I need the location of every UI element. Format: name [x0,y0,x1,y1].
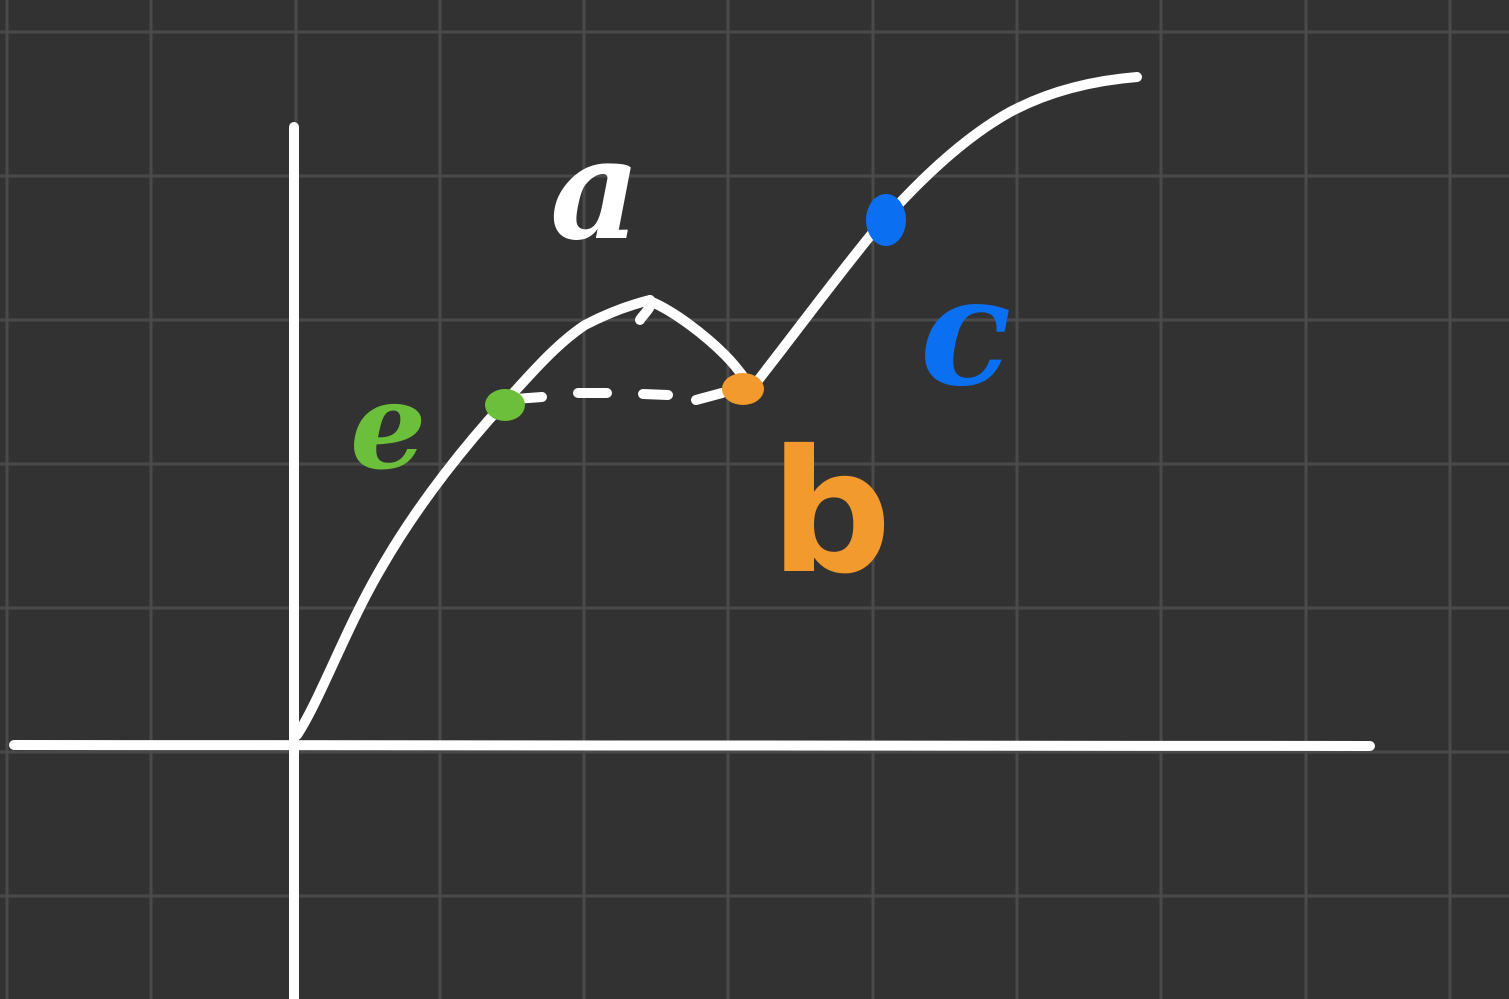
dash-segment [638,389,673,400]
label-c: c [920,244,1011,420]
x-axis [9,740,1375,751]
curve [292,295,655,740]
label-a: a [550,108,641,272]
label-e: e [350,356,426,497]
point-c [866,194,906,246]
label-b: b [770,414,892,612]
point-b [722,373,764,405]
point-e [485,389,525,421]
dash-segment [691,388,727,405]
curve-b-to-end [747,72,1142,393]
